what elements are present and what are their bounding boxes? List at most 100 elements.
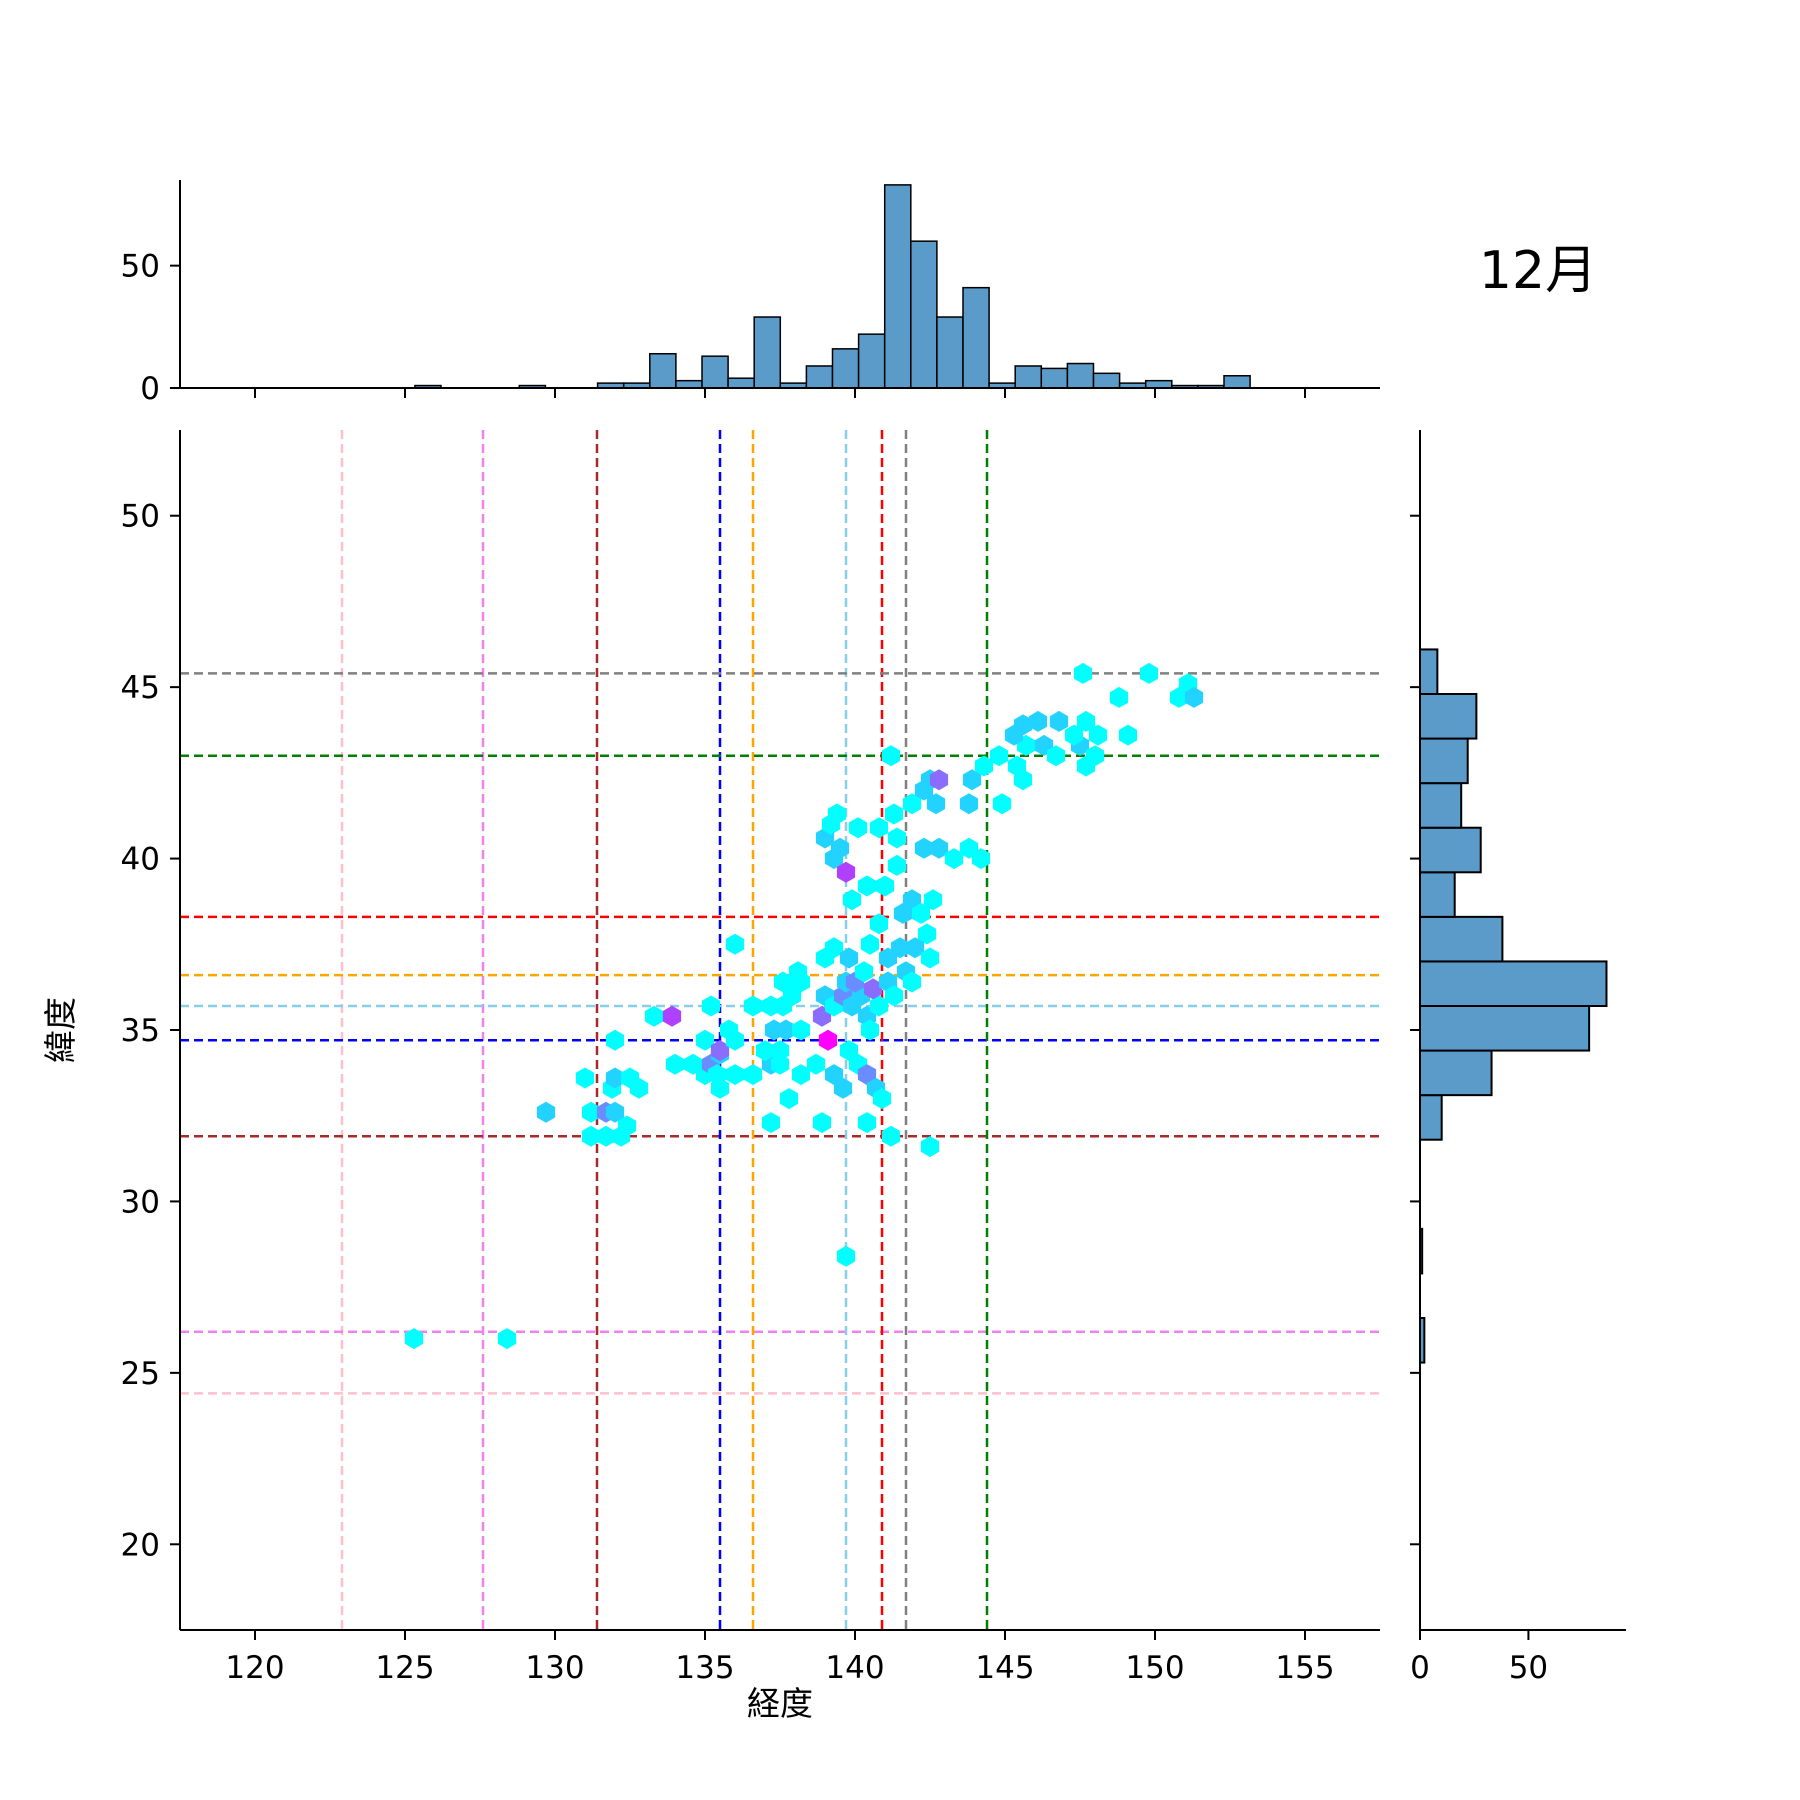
hexbin-cell [605, 1029, 625, 1051]
histogram-bar [1419, 737, 1469, 785]
hexbin-cell [902, 889, 922, 911]
hexbin-cell [725, 1029, 745, 1051]
hexbin-cell [1088, 724, 1108, 746]
hexbin-cell [710, 1077, 730, 1099]
histogram-bar [701, 355, 729, 389]
hexbin-cell [926, 793, 946, 815]
histogram-bar [727, 377, 755, 389]
histogram-bar [1014, 365, 1043, 389]
hexbin-cell [725, 1064, 745, 1086]
hexbin-cell [1073, 662, 1093, 684]
hexbin-cell [836, 861, 856, 883]
histogram-bar [1040, 367, 1069, 389]
x-tick-label: 150 [1125, 1650, 1184, 1686]
histogram-bar [1092, 372, 1121, 389]
hexbin-cell [596, 1125, 616, 1147]
hexbin-cell [848, 817, 868, 839]
hexbin-cell [905, 937, 925, 959]
hexbin-cell [1013, 769, 1033, 791]
hexbin-cell [842, 889, 862, 911]
hexbin-cell [836, 1245, 856, 1267]
hexbin-cell [974, 755, 994, 777]
hexbin-cell [644, 1005, 664, 1027]
y-axis-label: 緯度 [41, 997, 80, 1063]
y-tick-label: 25 [121, 1356, 160, 1392]
histogram-bar [1419, 1094, 1443, 1141]
histogram-bar [962, 286, 990, 389]
hexbin-cell [824, 937, 844, 959]
longitude-histogram: 0 50 [121, 180, 1380, 407]
hexbin-cell [884, 803, 904, 825]
hexbin-cell [662, 1005, 682, 1027]
hexbin-cell [1076, 755, 1096, 777]
y-tick-label: 35 [121, 1013, 160, 1049]
hexbin-cell [1049, 710, 1069, 732]
hexbin-cell [617, 1115, 637, 1137]
histogram-bar [1419, 782, 1463, 829]
hexbin-cell [854, 961, 874, 983]
chart-title: 12月 [1479, 241, 1597, 301]
hexbin-cell [857, 875, 877, 897]
hexbin-cell [881, 1125, 901, 1147]
hexbin-cell [833, 1077, 853, 1099]
hexbin-cell [860, 933, 880, 955]
y-tick-label: 40 [121, 842, 160, 878]
hexbin-cell [929, 837, 949, 859]
hexbin-plot: 120 125 130 135 140 145 150 155 20 25 30 35 40 45 50 [121, 430, 1380, 1686]
hexbin-cell [581, 1125, 601, 1147]
hexbin-cell [869, 913, 889, 935]
latitude-histogram: 0 50 [1410, 430, 1626, 1686]
hexbin-cell [902, 971, 922, 993]
hexbin-cell [1046, 745, 1066, 767]
hexbin-cell [536, 1101, 556, 1123]
histogram-bar [1419, 693, 1478, 740]
top-hist-y-tick-label: 0 [140, 371, 160, 407]
histogram-bar [1419, 871, 1456, 918]
y-tick-label: 30 [121, 1184, 160, 1220]
hexbin-cell [755, 1040, 775, 1062]
histogram-bar [1419, 960, 1608, 1008]
hexbin-cell [770, 1053, 790, 1075]
hexbin-cell [860, 1019, 880, 1041]
hexbin-cell [1118, 724, 1138, 746]
hexbin-cell [887, 854, 907, 876]
hexbin-cell [920, 947, 940, 969]
histogram-bar [831, 348, 860, 389]
x-tick-label: 120 [225, 1650, 284, 1686]
hexbin-cell [881, 745, 901, 767]
histogram-bar [883, 184, 912, 389]
histogram-bar [1419, 648, 1439, 696]
hexbin-cell [911, 902, 931, 924]
hexbin-cell [920, 1136, 940, 1158]
hexbin-cell [1028, 710, 1048, 732]
hexbin-cell [1013, 714, 1033, 736]
hexbin-cell [791, 1019, 811, 1041]
histogram-bar [1419, 1005, 1591, 1052]
hexbin-cell [818, 1029, 838, 1051]
hexbin-cell [929, 769, 949, 791]
hexbin-cell [1184, 686, 1204, 708]
hexbin-cell [839, 947, 859, 969]
right-hist-x-tick-label: 50 [1509, 1650, 1548, 1686]
hexbin-cell [914, 837, 934, 859]
hexbin-cell [827, 803, 847, 825]
hexbin-cell [944, 848, 964, 870]
hexbin-cell [1064, 724, 1084, 746]
histogram-bar [649, 352, 677, 389]
x-tick-label: 155 [1275, 1650, 1334, 1686]
hexbin-cell [1076, 710, 1096, 732]
hexbin-cell [989, 745, 1009, 767]
hexbin-cell [902, 793, 922, 815]
hexbin-cell [788, 961, 808, 983]
hexbin-cell [962, 769, 982, 791]
hexbin-cell [665, 1053, 685, 1075]
x-tick-label: 145 [975, 1650, 1034, 1686]
hexbin-cell [782, 985, 802, 1007]
histogram-bar [753, 316, 782, 389]
hexbin-cell [839, 1040, 859, 1062]
hexbin-cell [743, 1064, 763, 1086]
hexbin-cell [776, 1019, 796, 1041]
hexbin-cell [857, 1064, 877, 1086]
hexbin-cell [917, 923, 937, 945]
